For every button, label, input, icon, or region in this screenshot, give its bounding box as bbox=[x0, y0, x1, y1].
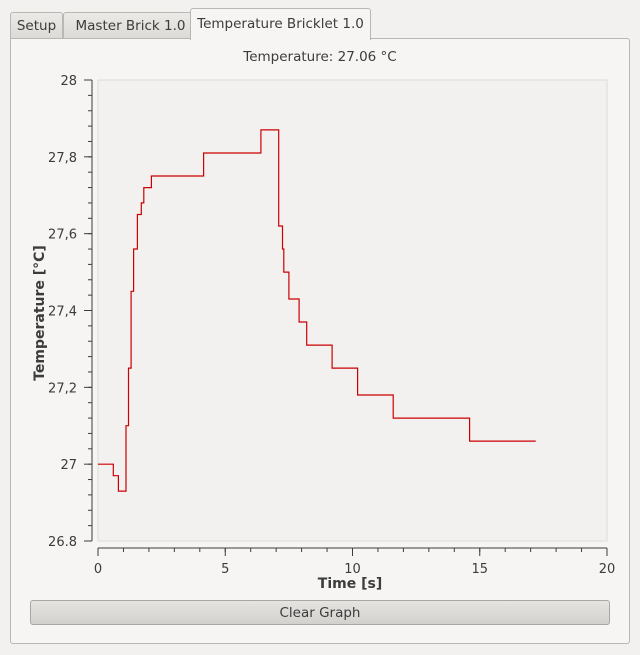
x-tick-label: 20 bbox=[599, 562, 616, 577]
tab-master-brick[interactable]: Master Brick 1.0 bbox=[63, 12, 198, 39]
y-tick-label: 27 bbox=[60, 458, 77, 473]
temperature-chart: 26.8 27 27,2 27,4 27,6 27,8 28 0 5 10 15 20 Time [s… bbox=[32, 74, 616, 592]
y-tick-label: 27,2 bbox=[48, 381, 77, 396]
x-tick-label: 0 bbox=[94, 562, 102, 577]
x-tick-label: 15 bbox=[471, 562, 488, 577]
y-tick-label: 27,6 bbox=[48, 228, 77, 243]
x-axis-label: Time [s] bbox=[318, 576, 382, 592]
y-axis-label: Temperature [°C] bbox=[32, 245, 48, 381]
clear-graph-button[interactable]: Clear Graph bbox=[30, 600, 610, 625]
x-tick-label: 10 bbox=[344, 562, 361, 577]
plot-area bbox=[97, 79, 608, 542]
x-tick-label: 5 bbox=[221, 562, 229, 577]
y-tick-label: 27,8 bbox=[48, 151, 77, 166]
tab-setup[interactable]: Setup bbox=[10, 12, 63, 39]
temperature-series-line bbox=[98, 129, 536, 492]
y-tick-label: 27,4 bbox=[48, 305, 77, 320]
y-tick-label: 28 bbox=[60, 74, 77, 89]
y-tick-label: 26.8 bbox=[48, 535, 77, 550]
temperature-reading: Temperature: 27.06 °C bbox=[243, 49, 397, 65]
tab-temperature-bricklet[interactable]: Temperature Bricklet 1.0 bbox=[190, 8, 371, 40]
